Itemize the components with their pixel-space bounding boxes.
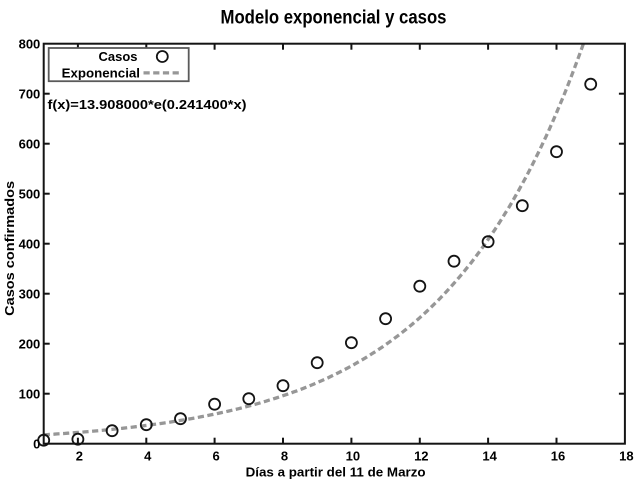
svg-text:500: 500: [19, 187, 41, 202]
svg-text:12: 12: [414, 448, 428, 463]
svg-text:300: 300: [19, 287, 41, 302]
svg-text:16: 16: [551, 448, 565, 463]
svg-text:800: 800: [19, 37, 41, 52]
svg-text:Casos confirmados: Casos confirmados: [2, 181, 17, 316]
svg-text:4: 4: [144, 448, 152, 463]
svg-text:10: 10: [346, 448, 360, 463]
svg-text:400: 400: [19, 237, 41, 252]
svg-text:f(x)=13.908000*e(0.241400*x): f(x)=13.908000*e(0.241400*x): [48, 98, 247, 112]
svg-text:Días a partir del 11 de Marzo: Días a partir del 11 de Marzo: [246, 464, 426, 479]
svg-text:2: 2: [76, 448, 83, 463]
svg-text:14: 14: [482, 448, 497, 463]
svg-text:18: 18: [619, 448, 633, 463]
svg-text:Casos: Casos: [99, 49, 138, 64]
svg-text:Modelo exponencial y casos: Modelo exponencial y casos: [221, 8, 447, 29]
svg-text:Exponencial: Exponencial: [62, 66, 140, 81]
svg-text:700: 700: [19, 87, 41, 102]
svg-text:0: 0: [33, 437, 40, 452]
svg-text:6: 6: [212, 448, 219, 463]
svg-text:100: 100: [19, 387, 41, 402]
svg-text:600: 600: [19, 137, 41, 152]
svg-text:200: 200: [19, 337, 41, 352]
svg-text:8: 8: [281, 448, 288, 463]
